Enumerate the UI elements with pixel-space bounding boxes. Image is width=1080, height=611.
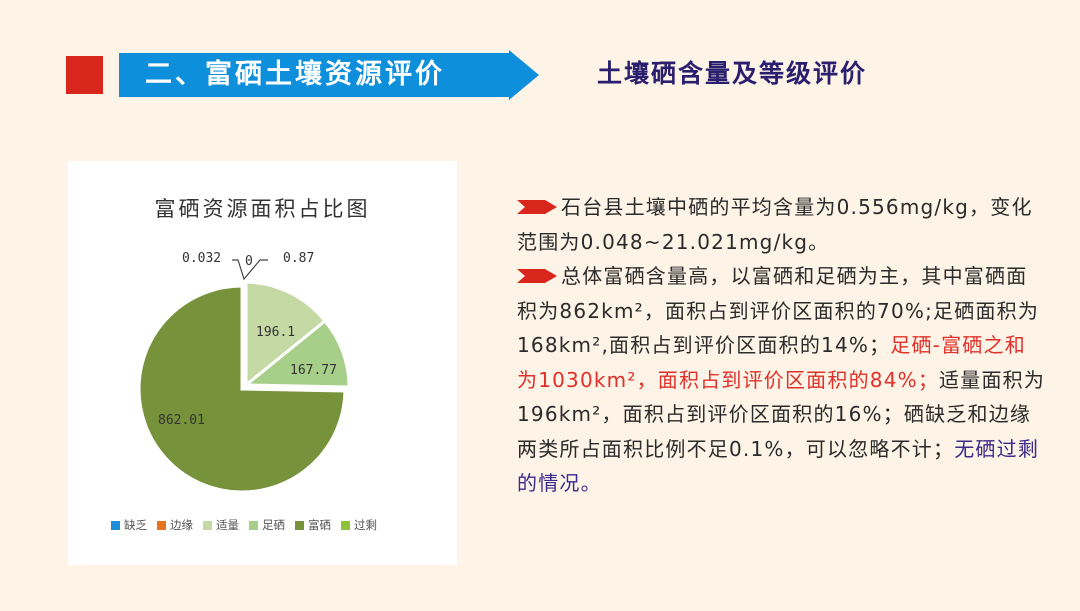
red-arrow-bullet-icon [517, 269, 557, 283]
slice-moderate [244, 280, 328, 389]
pie-chart [137, 259, 351, 494]
legend-item-deficient: 缺乏 [111, 517, 147, 533]
legend-item-sufficient: 足硒 [249, 517, 285, 533]
paragraph-summary: 总体富硒含量高，以富硒和足硒为主，其中富硒面积为862km²，面积占到评价区面积… [517, 264, 1046, 496]
slice-rich [137, 284, 347, 494]
chart-legend: 缺乏 边缘 适量 足硒 富硒 过剩 [111, 517, 387, 533]
red-arrow-bullet-icon [517, 200, 557, 214]
section-marker-square [66, 56, 103, 94]
legend-item-excess: 过剩 [341, 517, 377, 533]
label-rich: 862.01 [158, 413, 205, 428]
legend-swatch-icon [203, 520, 212, 530]
legend-swatch-icon [295, 520, 304, 530]
page-subtitle: 土壤硒含量及等级评价 [597, 59, 868, 88]
label-deficient: 0.032 [182, 251, 222, 266]
arrow-banner-icon [119, 50, 539, 100]
legend-swatch-icon [249, 520, 258, 530]
legend-item-rich: 富硒 [295, 517, 331, 533]
legend-swatch-icon [341, 520, 350, 530]
label-marginal: 0.87 [283, 251, 315, 266]
label-moderate: 196.1 [256, 325, 296, 340]
highlight-red-text: 足硒-富硒之和为1030km²，面积占到评价区面积的84%； [517, 333, 1026, 392]
chart-title: 富硒资源面积占比图 [154, 197, 371, 221]
legend-item-marginal: 边缘 [157, 517, 193, 533]
legend-swatch-icon [111, 520, 120, 530]
label-excess: 0 [245, 254, 253, 269]
highlight-purple-text: 无硒过剩的情况。 [517, 436, 1040, 496]
paragraph-average-content: 石台县土壤中硒的平均含量为0.556mg/kg，变化范围为0.048~21.02… [517, 195, 1033, 254]
label-sufficient: 167.77 [290, 363, 337, 378]
slice-sufficient [241, 318, 351, 389]
legend-item-moderate: 适量 [203, 517, 239, 533]
legend-swatch-icon [157, 520, 166, 530]
section-banner: 二、富硒土壤资源评价 [119, 50, 539, 100]
pie-chart-card: 富硒资源面积占比图 0.032 0 0.87 196.1 167.77 862.… [68, 161, 457, 565]
description-text: 石台县土壤中硒的平均含量为0.556mg/kg，变化范围为0.048~21.02… [517, 190, 1047, 501]
section-title: 二、富硒土壤资源评价 [145, 59, 445, 90]
